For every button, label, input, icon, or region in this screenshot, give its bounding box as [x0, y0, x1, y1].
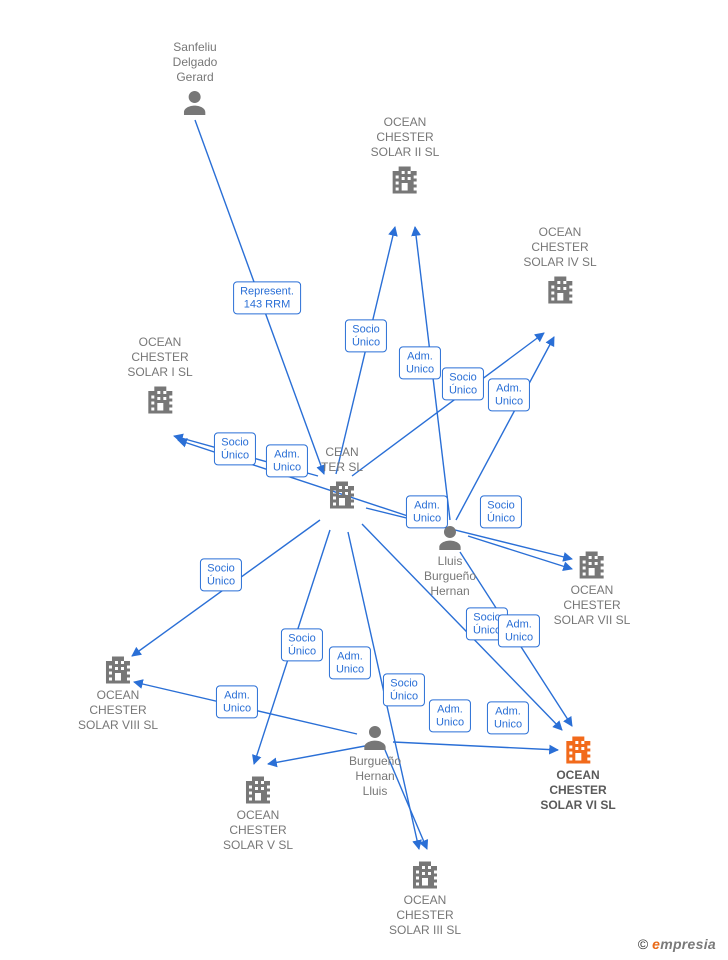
edge: [132, 520, 320, 656]
edge: [385, 750, 427, 849]
edge: [456, 337, 554, 520]
edge: [336, 227, 395, 474]
edge: [254, 530, 330, 764]
edge: [393, 742, 558, 750]
edge: [195, 120, 324, 474]
edge: [174, 436, 318, 476]
edge: [134, 682, 357, 734]
edge: [366, 508, 572, 559]
copyright-symbol: ©: [638, 936, 648, 952]
edge: [268, 746, 365, 764]
network-diagram: Represent. 143 RRMSocio ÚnicoAdm. UnicoS…: [0, 0, 728, 960]
edge: [348, 532, 419, 849]
edge: [352, 333, 544, 476]
brand-name: empresia: [652, 936, 716, 952]
edge: [460, 552, 572, 726]
edge: [178, 440, 432, 524]
edge: [468, 536, 572, 569]
edge: [415, 227, 450, 520]
edges-layer: [0, 0, 728, 960]
footer-credit: © empresia: [638, 936, 716, 952]
